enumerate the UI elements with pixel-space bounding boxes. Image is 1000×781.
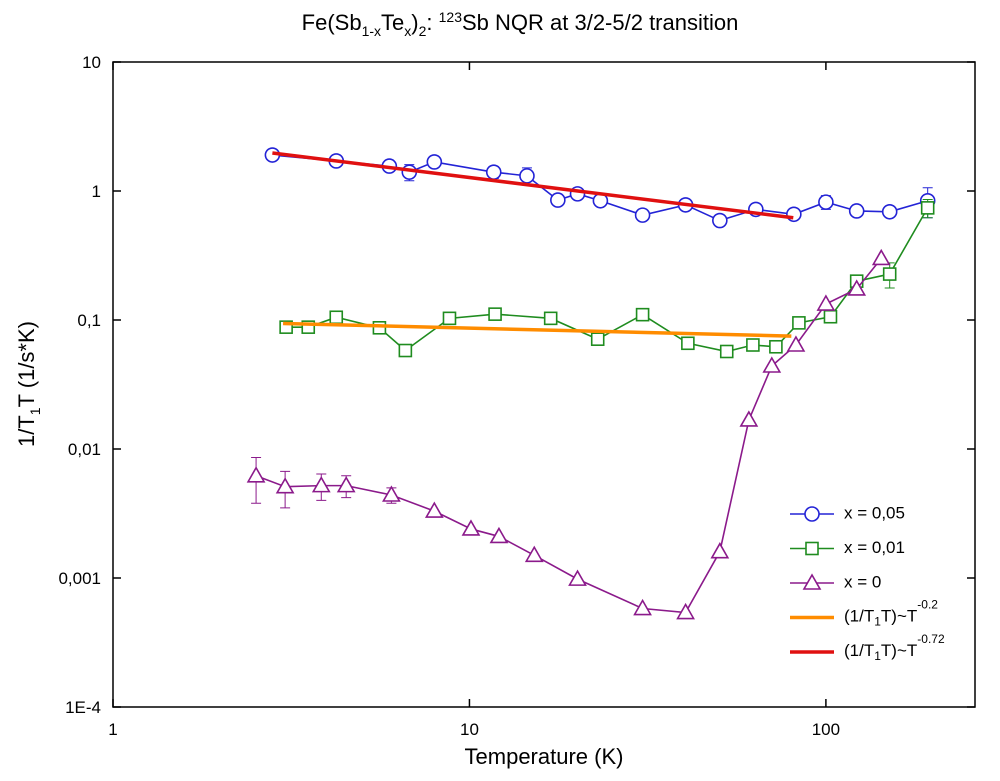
marker [635, 307, 650, 322]
marker [681, 336, 695, 351]
marker [372, 321, 387, 335]
title-part: 2 [419, 23, 427, 39]
marker [762, 356, 782, 373]
marker [590, 332, 605, 346]
y-tick-label: 1 [92, 182, 101, 201]
series-line [283, 321, 792, 338]
title-part: ) [411, 10, 418, 35]
marker [676, 602, 695, 620]
x-axis-label: Temperature (K) [465, 744, 624, 769]
marker [336, 476, 356, 493]
marker [633, 598, 652, 616]
marker [424, 501, 444, 518]
marker [719, 344, 734, 359]
marker [786, 335, 806, 352]
chart-title: Fe(Sb1-xTex)2: 123Sb NQR at 3/2-5/2 tran… [302, 9, 739, 39]
marker [568, 569, 587, 586]
legend-label-part: 1 [874, 615, 881, 629]
marker [871, 248, 891, 266]
marker [792, 316, 806, 330]
y-label-part: 1 [27, 407, 43, 415]
marker [802, 573, 822, 590]
marker [881, 203, 898, 220]
x-tick-label: 1 [108, 720, 117, 739]
legend-label: (1/T1T)~T-0.72 [844, 632, 945, 663]
series-line [272, 151, 794, 220]
marker [489, 526, 509, 544]
marker [519, 168, 535, 184]
y-tick-label: 1E-4 [65, 698, 101, 717]
marker [311, 476, 331, 493]
marker [710, 542, 730, 559]
legend-label-part: (1/T [844, 607, 874, 626]
title-part: 1-x [362, 23, 381, 39]
marker [398, 343, 413, 358]
marker [805, 541, 819, 556]
marker [882, 267, 897, 281]
title-part: Sb NQR at 3/2-5/2 transition [462, 10, 738, 35]
marker [550, 192, 566, 208]
marker [488, 307, 502, 321]
y-axis-label: 1/T1T (1/s*K) [14, 321, 43, 447]
legend-label-part: T)~T [881, 607, 917, 626]
marker [524, 545, 544, 563]
marker [426, 154, 443, 170]
marker [818, 194, 834, 210]
marker [382, 485, 401, 502]
x-tick-label: 10 [460, 720, 479, 739]
y-tick-label: 0,001 [58, 569, 101, 588]
marker [739, 410, 759, 427]
y-label-part: T (1/s*K) [14, 321, 39, 407]
title-part: x [404, 23, 411, 39]
marker [329, 310, 344, 325]
legend-label-part: T)~T [881, 641, 917, 660]
marker [848, 203, 865, 219]
legend-label: (1/T1T)~T-0.2 [844, 598, 938, 629]
marker [804, 506, 820, 522]
marker [816, 294, 836, 311]
legend-label: x = 0,05 [844, 503, 905, 522]
legend-label-part: -0.2 [917, 598, 938, 612]
legend-label-part: -0.72 [917, 632, 945, 646]
marker [634, 207, 651, 223]
marker [275, 477, 295, 494]
y-tick-label: 0,1 [77, 311, 101, 330]
marker [786, 206, 802, 223]
y-tick-label: 10 [82, 53, 101, 72]
legend-label-part: (1/T [844, 641, 874, 660]
x-tick-label: 100 [812, 720, 840, 739]
y-tick-label: 0,01 [68, 440, 101, 459]
series-line [255, 257, 882, 614]
legend-label-part: 1 [874, 649, 881, 663]
marker [712, 212, 728, 229]
plot-frame [112, 61, 976, 708]
marker [442, 311, 457, 326]
title-part: Fe(Sb [302, 10, 362, 35]
legend-label: x = 0 [844, 572, 881, 591]
marker [823, 309, 838, 324]
title-part: : [426, 10, 438, 35]
marker [543, 311, 558, 326]
title-part: 123 [439, 9, 463, 25]
marker [246, 466, 266, 483]
marker [461, 519, 481, 536]
marker [920, 201, 935, 215]
marker [746, 338, 760, 352]
legend-label: x = 0,01 [844, 538, 905, 557]
marker [485, 164, 502, 180]
marker [769, 339, 783, 354]
y-label-part: 1/T [14, 415, 39, 447]
title-part: Te [381, 10, 404, 35]
marker [847, 279, 867, 296]
